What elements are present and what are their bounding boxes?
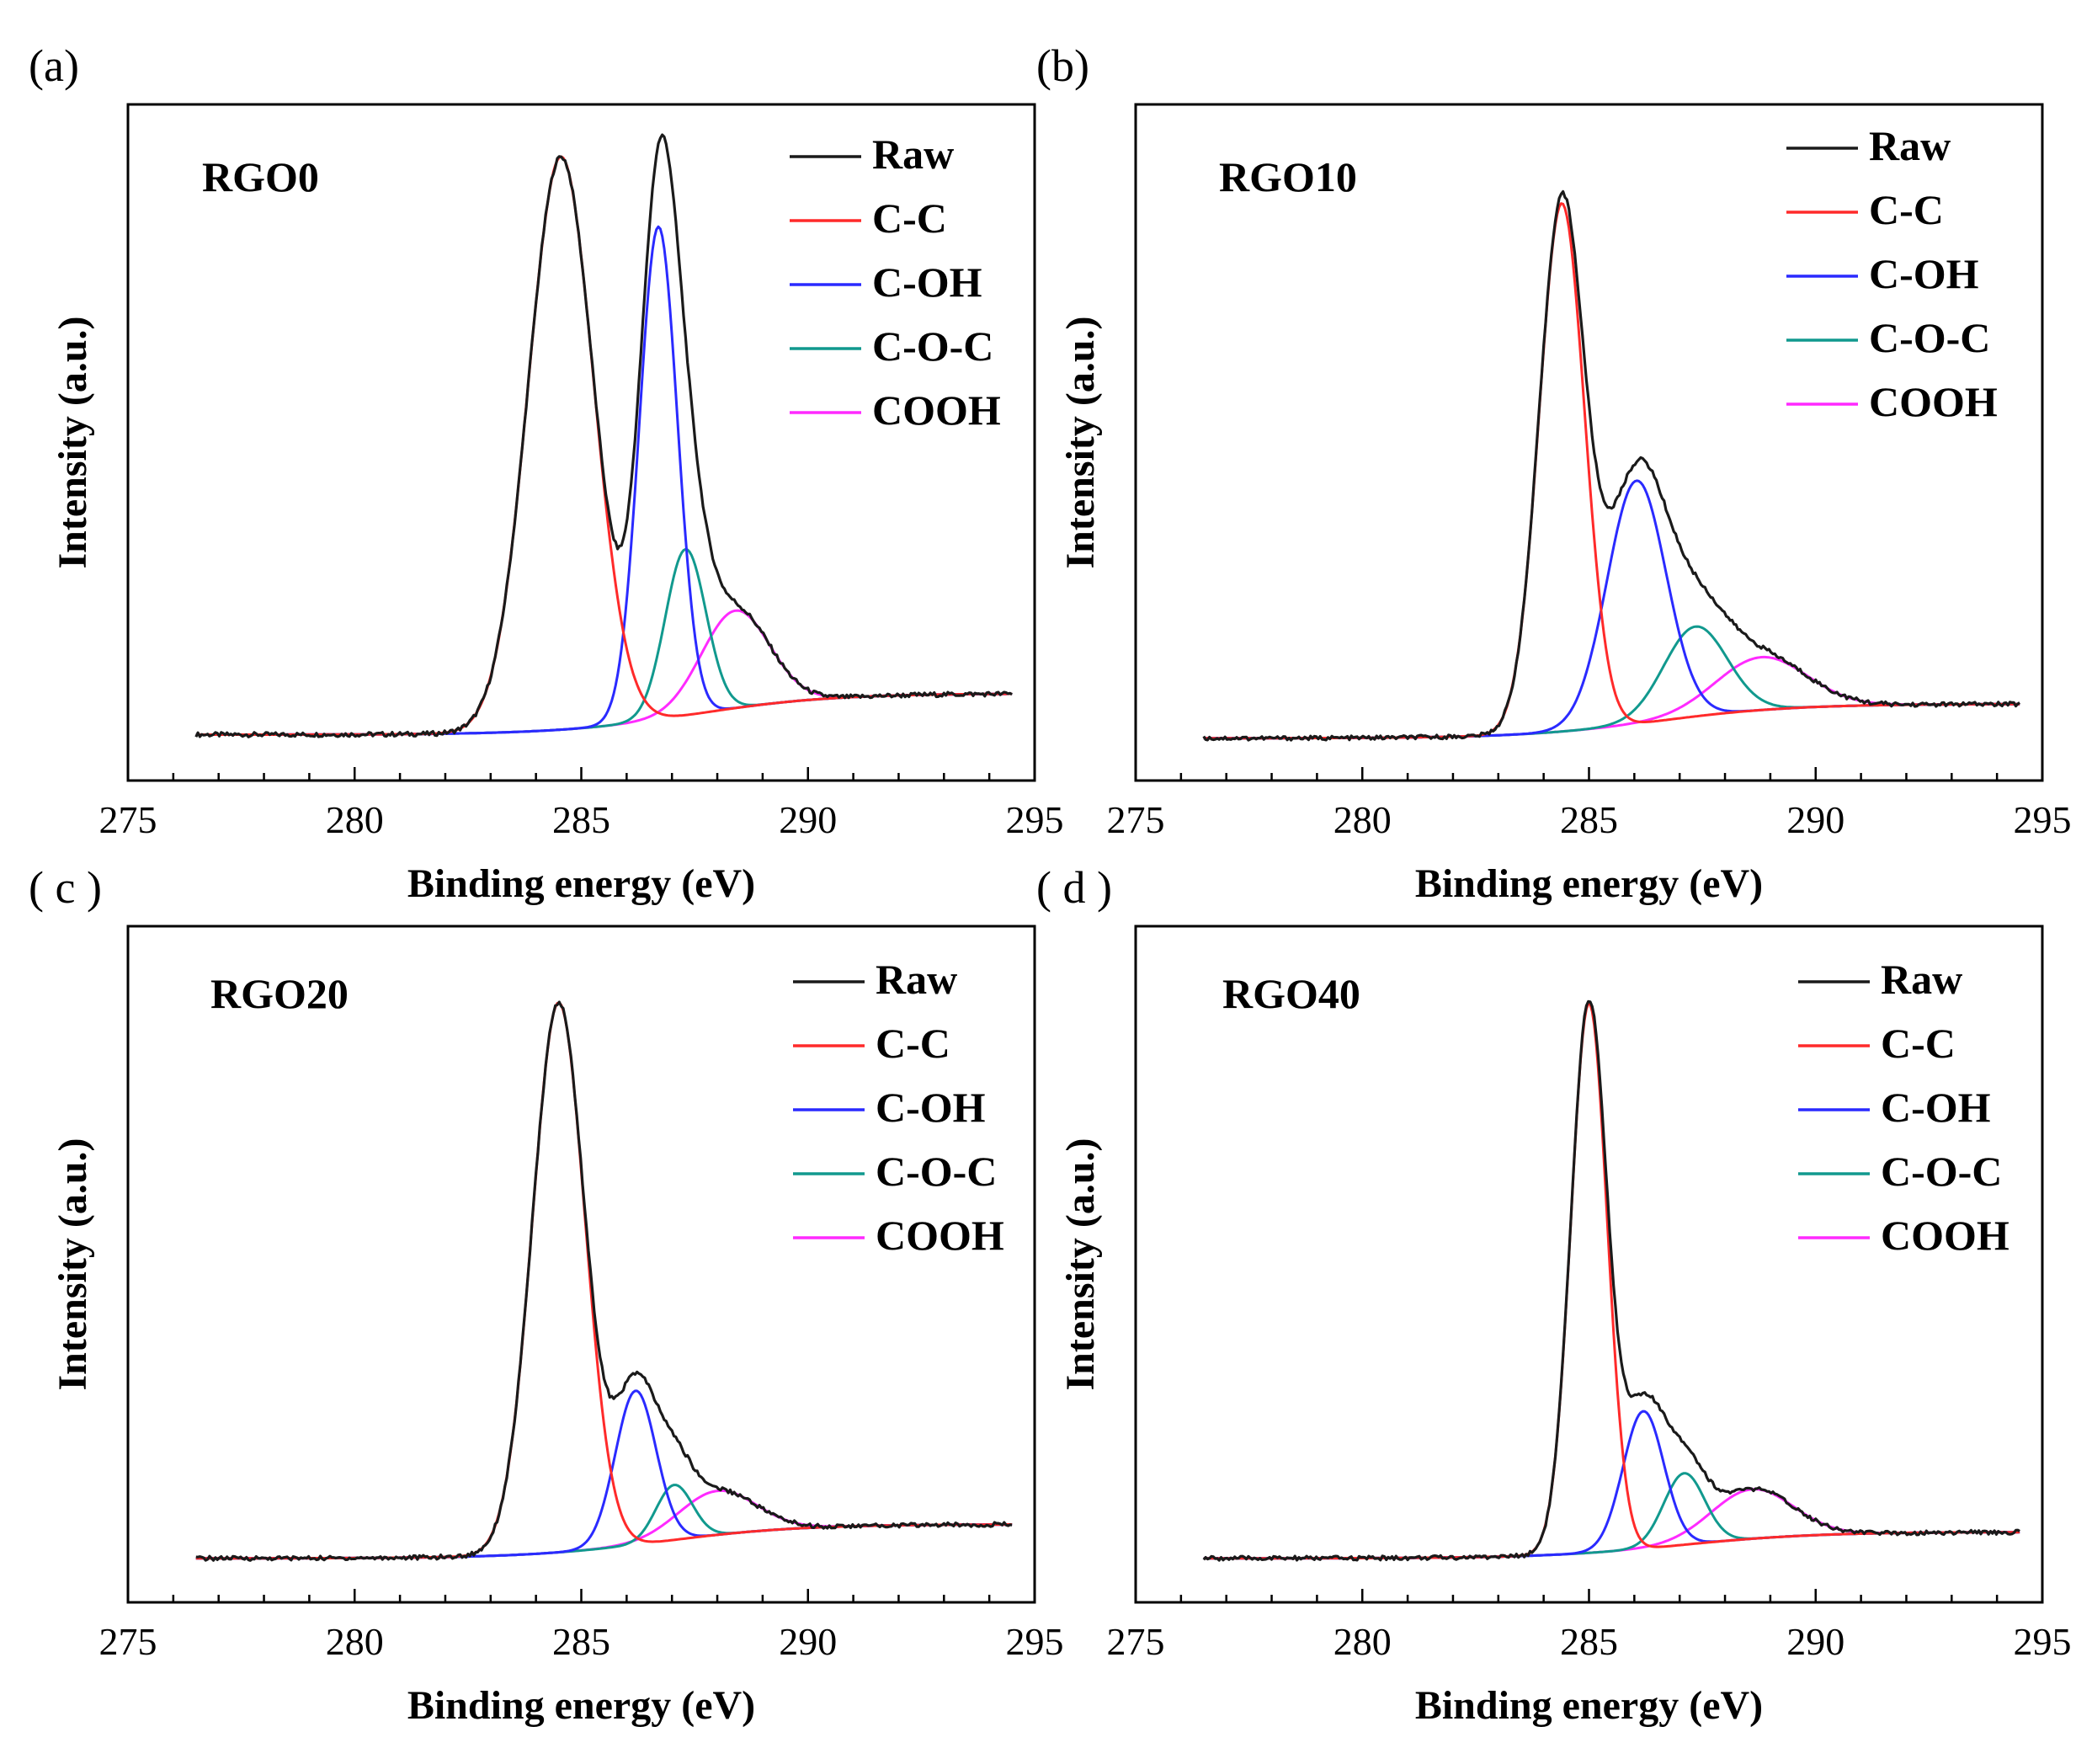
panel-label: (b) [1036, 40, 1089, 91]
legend-label-cooh: COOH [876, 1212, 1004, 1259]
x-tick-label: 275 [99, 798, 157, 841]
x-axis-label: Binding energy (eV) [1415, 861, 1763, 906]
legend-label-raw: Raw [1881, 956, 1962, 1003]
x-tick-label: 275 [1107, 798, 1165, 841]
legend-label-c-o-c: C-O-C [1869, 314, 1990, 361]
legend-label-c-c: C-C [872, 195, 947, 242]
legend-label-c-c: C-C [1881, 1020, 1956, 1067]
legend-label-c-oh: C-OH [1869, 250, 1979, 297]
series-line-raw [195, 1000, 1013, 1562]
series-line-c-oh [1203, 1410, 2020, 1560]
panel-2: 275 280 285 290 295 Binding energy (eV) Intens… [1036, 40, 2072, 906]
series-line-raw [194, 133, 1013, 738]
x-tick-label: 275 [99, 1620, 157, 1663]
series-line-raw [1202, 999, 2020, 1562]
x-tick-label: 285 [552, 798, 610, 841]
panel-label: ( c ) [29, 862, 102, 913]
series-line-c-o-c [195, 547, 1013, 736]
legend-label-c-oh: C-OH [872, 258, 982, 306]
legend-label-cooh: COOH [1881, 1212, 2009, 1259]
sample-label: RGO0 [202, 153, 319, 200]
sample-label: RGO40 [1222, 970, 1360, 1017]
x-tick-label: 285 [1560, 798, 1618, 841]
x-tick-label: 280 [326, 798, 384, 841]
legend-label-c-o-c: C-O-C [872, 322, 993, 370]
x-tick-label: 290 [1786, 1620, 1844, 1663]
legend-label-c-oh: C-OH [876, 1084, 986, 1131]
panel-label: (a) [29, 40, 79, 91]
panel-1: 275 280 285 290 295 Binding energy (eV) Intens… [29, 40, 1064, 906]
panel-3: 275 280 285 290 295 Binding energy (eV) Intens… [29, 862, 1064, 1728]
x-tick-label: 290 [779, 1620, 837, 1663]
x-tick-label: 285 [552, 1620, 610, 1663]
x-axis-label: Binding energy (eV) [1415, 1683, 1763, 1728]
legend-label-cooh: COOH [1869, 378, 1998, 425]
x-tick-label: 290 [1786, 798, 1844, 841]
y-axis-label: Intensity (a.u.) [51, 316, 95, 568]
y-axis-label: Intensity (a.u.) [1058, 316, 1103, 568]
series-line-cooh [1203, 1488, 2020, 1560]
x-axis-label: Binding energy (eV) [407, 861, 755, 906]
x-tick-label: 280 [1333, 1620, 1392, 1663]
sample-label: RGO20 [210, 970, 349, 1017]
panel-label: ( d ) [1036, 862, 1112, 913]
legend-label-c-c: C-C [876, 1020, 950, 1067]
x-tick-label: 280 [326, 1620, 384, 1663]
x-tick-label: 280 [1333, 798, 1392, 841]
legend-label-raw: Raw [1869, 122, 1951, 169]
series-line-c-c [195, 155, 1013, 736]
x-tick-label: 275 [1107, 1620, 1165, 1663]
y-axis-label: Intensity (a.u.) [1058, 1138, 1103, 1390]
legend-label-c-oh: C-OH [1881, 1084, 1991, 1131]
x-tick-label: 295 [2014, 1620, 2072, 1663]
x-axis-label: Binding energy (eV) [407, 1683, 755, 1728]
legend-label-raw: Raw [876, 956, 957, 1003]
legend-label-c-o-c: C-O-C [1881, 1148, 2002, 1195]
legend-label-raw: Raw [872, 131, 954, 178]
series-line-cooh [1203, 655, 2020, 740]
legend-label-c-c: C-C [1869, 186, 1944, 233]
sample-label: RGO10 [1219, 153, 1357, 200]
panel-4: 275 280 285 290 295 Binding energy (eV) Intens… [1036, 862, 2072, 1728]
legend-label-cooh: COOH [872, 386, 1001, 434]
series-line-raw [1202, 189, 2020, 742]
x-tick-label: 295 [2014, 798, 2072, 841]
y-axis-label: Intensity (a.u.) [51, 1138, 95, 1390]
series-line-c-o-c [1203, 1472, 2020, 1560]
series-line-c-oh [1203, 479, 2020, 740]
x-tick-label: 285 [1560, 1620, 1618, 1663]
x-tick-label: 295 [1006, 798, 1064, 841]
series-line-c-o-c [195, 1484, 1013, 1560]
legend-label-c-o-c: C-O-C [876, 1148, 997, 1195]
x-tick-label: 290 [779, 798, 837, 841]
x-tick-label: 295 [1006, 1620, 1064, 1663]
